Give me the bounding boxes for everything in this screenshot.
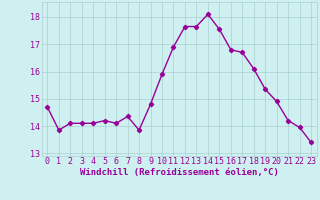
X-axis label: Windchill (Refroidissement éolien,°C): Windchill (Refroidissement éolien,°C) <box>80 168 279 177</box>
